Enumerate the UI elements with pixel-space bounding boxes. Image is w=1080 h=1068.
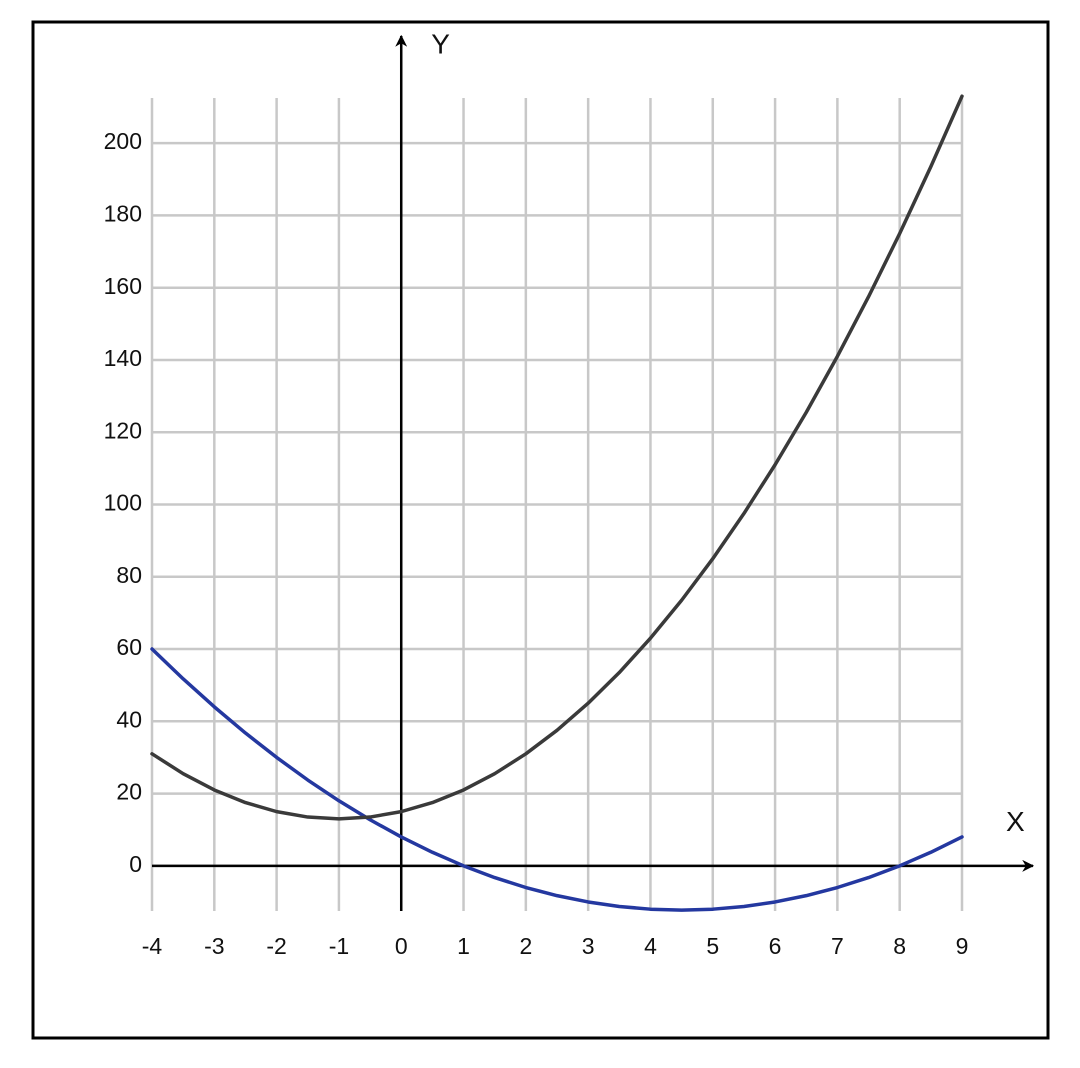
y-tick-label: 100 bbox=[104, 490, 142, 516]
grid: -4 -3 -2 -1 0 1 2 3 4 5 6 7 8 9 0 20 40 60 80 100 120 140 160 1… bbox=[104, 98, 969, 959]
curve bbox=[150, 647, 964, 912]
y-tick-label: 80 bbox=[116, 562, 142, 588]
x-tick-label: 1 bbox=[457, 933, 470, 959]
x-tick-label: -4 bbox=[142, 933, 163, 959]
axes bbox=[152, 34, 1035, 911]
y-tick-label: 40 bbox=[116, 706, 142, 732]
frame bbox=[31, 20, 1050, 1040]
x-tick-label: -2 bbox=[266, 933, 286, 959]
y-tick-label: 0 bbox=[129, 851, 142, 877]
x-tick-label: 4 bbox=[644, 933, 657, 959]
y-tick-label: 140 bbox=[104, 345, 142, 371]
y-tick-label: 20 bbox=[116, 779, 142, 805]
x-tick-label: -3 bbox=[204, 933, 224, 959]
curve bbox=[150, 94, 964, 821]
y-axis-label: Y bbox=[431, 28, 450, 59]
lines bbox=[150, 94, 964, 912]
x-tick-label: 3 bbox=[582, 933, 595, 959]
x-tick-label: -1 bbox=[329, 933, 349, 959]
y-tick-label: 180 bbox=[104, 201, 142, 227]
x-axis-label: X bbox=[1006, 806, 1025, 837]
x-tick-label: 6 bbox=[769, 933, 782, 959]
x-tick-label: 9 bbox=[956, 933, 969, 959]
x-tick-label: 0 bbox=[395, 933, 408, 959]
y-tick-label: 160 bbox=[104, 273, 142, 299]
y-tick-label: 60 bbox=[116, 634, 142, 660]
y-tick-label: 200 bbox=[104, 128, 142, 154]
y-tick-label: 120 bbox=[104, 417, 142, 443]
x-tick-label: 8 bbox=[893, 933, 906, 959]
x-tick-label: 5 bbox=[706, 933, 719, 959]
x-tick-label: 7 bbox=[831, 933, 844, 959]
x-tick-label: 2 bbox=[519, 933, 532, 959]
